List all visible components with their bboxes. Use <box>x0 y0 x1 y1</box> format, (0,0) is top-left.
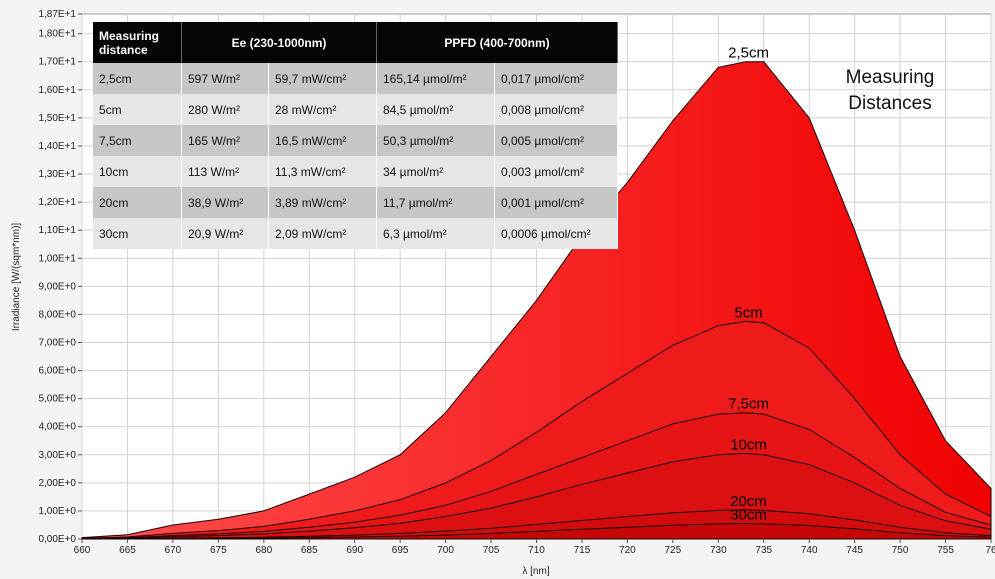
table-cell: 34 µmol/m² <box>376 156 495 187</box>
table-cell: 59,7 mW/cm² <box>268 63 377 94</box>
x-tick-label: 700 <box>437 545 454 556</box>
header-ee: Ee (230-1000nm) <box>181 22 377 63</box>
table-cell: 0,003 µmol/cm² <box>494 156 618 187</box>
table-cell: 0,001 µmol/cm² <box>494 187 618 218</box>
x-tick-label: 76 <box>985 545 995 556</box>
x-tick-label: 660 <box>74 545 91 556</box>
table-cell: 113 W/m² <box>181 156 269 187</box>
y-tick-label: 1,20E+1 <box>38 197 76 208</box>
x-tick-label: 755 <box>937 545 954 556</box>
x-tick-label: 750 <box>892 545 909 556</box>
x-tick-label: 670 <box>165 545 182 556</box>
x-tick-label: 685 <box>301 545 318 556</box>
x-tick-label: 720 <box>619 545 636 556</box>
y-tick-label: 2,00E+0 <box>38 478 76 489</box>
x-tick-label: 730 <box>710 545 727 556</box>
x-tick-label: 745 <box>846 545 863 556</box>
series-label: 30cm <box>730 507 767 524</box>
table-row: 5cm 280 W/m² 28 mW/cm² 84,5 µmol/m² 0,008 µm… <box>93 94 618 125</box>
x-tick-label: 710 <box>528 545 545 556</box>
y-axis-label: Irradiance [W/(sqm*nm)] <box>11 223 22 332</box>
table-cell: 28 mW/cm² <box>268 94 377 125</box>
y-tick-label: 5,00E+0 <box>38 394 76 405</box>
table-cell: 0,0006 µmol/cm² <box>494 218 618 249</box>
table-cell: 165 W/m² <box>181 125 269 156</box>
axis-ticks: 660 665 670 675 680 685 690 695 700 705 710 715 720 7… <box>38 9 995 556</box>
table-cell: 165,14 µmol/m² <box>376 63 495 94</box>
table-cell: 10cm <box>93 156 182 187</box>
x-tick-label: 715 <box>574 545 591 556</box>
y-tick-label: 1,30E+1 <box>38 169 76 180</box>
x-tick-label: 725 <box>665 545 682 556</box>
table-cell: 20,9 W/m² <box>181 218 269 249</box>
table-cell: 84,5 µmol/m² <box>376 94 495 125</box>
table-cell: 0,017 µmol/cm² <box>494 63 618 94</box>
x-tick-label: 735 <box>755 545 772 556</box>
series-label: 20cm <box>730 493 767 510</box>
table-cell: 30cm <box>93 218 182 249</box>
series-areas <box>81 61 992 540</box>
measurement-table: Measuring distance Ee (230-1000nm) PPFD … <box>93 22 618 249</box>
y-tick-label: 3,00E+0 <box>38 450 76 461</box>
table-cell: 38,9 W/m² <box>181 187 269 218</box>
y-tick-label: 1,80E+1 <box>38 29 76 40</box>
x-tick-label: 705 <box>483 545 500 556</box>
y-tick-label: 6,00E+0 <box>38 366 76 377</box>
y-tick-label: 1,00E+1 <box>38 253 76 264</box>
table-cell: 2,09 mW/cm² <box>268 218 377 249</box>
table-row: 2,5cm 597 W/m² 59,7 mW/cm² 165,14 µmol/m² 0,… <box>93 63 618 94</box>
y-tick-label: 4,00E+0 <box>38 422 76 433</box>
table-row: 20cm 38,9 W/m² 3,89 mW/cm² 11,7 µmol/m² 0,00… <box>93 187 618 218</box>
annotation-line-1: Measuring <box>846 67 935 88</box>
table-cell: 16,5 mW/cm² <box>268 125 377 156</box>
table-cell: 11,3 mW/cm² <box>268 156 377 187</box>
y-tick-label: 7,00E+0 <box>38 337 76 348</box>
table-cell: 11,7 µmol/m² <box>376 187 495 218</box>
y-tick-label: 1,00E+0 <box>38 506 76 517</box>
table-cell: 3,89 mW/cm² <box>268 187 377 218</box>
table-cell: 50,3 µmol/m² <box>376 125 495 156</box>
y-tick-label: 1,87E+1 <box>38 9 76 20</box>
x-tick-label: 740 <box>801 545 818 556</box>
table-cell: 6,3 µmol/m² <box>376 218 495 249</box>
table-cell: 7,5cm <box>93 125 182 156</box>
y-tick-label: 0,00E+0 <box>38 534 76 545</box>
table-row: 7,5cm 165 W/m² 16,5 mW/cm² 50,3 µmol/m² 0,00… <box>93 125 618 156</box>
series-label: 7,5cm <box>728 396 769 413</box>
header-ppfd: PPFD (400-700nm) <box>376 22 618 63</box>
table-row: 10cm 113 W/m² 11,3 mW/cm² 34 µmol/m² 0,003 µ… <box>93 156 618 187</box>
y-tick-label: 9,00E+0 <box>38 281 76 292</box>
table-row: 30cm 20,9 W/m² 2,09 mW/cm² 6,3 µmol/m² 0,000… <box>93 218 618 249</box>
y-tick-label: 8,00E+0 <box>38 309 76 320</box>
table-cell: 2,5cm <box>93 63 182 94</box>
table-cell: 0,008 µmol/cm² <box>494 94 618 125</box>
series-label: 10cm <box>730 436 767 453</box>
x-tick-label: 690 <box>346 545 363 556</box>
y-tick-label: 1,50E+1 <box>38 113 76 124</box>
x-tick-label: 695 <box>392 545 409 556</box>
header-measuring-distance: Measuring distance <box>93 22 182 63</box>
table-cell: 20cm <box>93 187 182 218</box>
x-tick-label: 680 <box>255 545 272 556</box>
y-tick-label: 1,60E+1 <box>38 85 76 96</box>
series-label: 2,5cm <box>728 45 769 62</box>
y-tick-label: 1,70E+1 <box>38 57 76 68</box>
x-tick-label: 665 <box>119 545 136 556</box>
table-cell: 5cm <box>93 94 182 125</box>
table-cell: 0,005 µmol/cm² <box>494 125 618 156</box>
x-tick-label: 675 <box>210 545 227 556</box>
x-axis-label: λ [nm] <box>522 566 549 577</box>
series-label: 5cm <box>734 304 762 321</box>
table-cell: 597 W/m² <box>181 63 269 94</box>
table-cell: 280 W/m² <box>181 94 269 125</box>
y-tick-label: 1,40E+1 <box>38 141 76 152</box>
table-header-row: Measuring distance Ee (230-1000nm) PPFD … <box>93 22 618 63</box>
series-area-5 <box>81 523 992 540</box>
annotation-line-2: Distances <box>848 93 931 114</box>
y-tick-label: 1,10E+1 <box>38 225 76 236</box>
